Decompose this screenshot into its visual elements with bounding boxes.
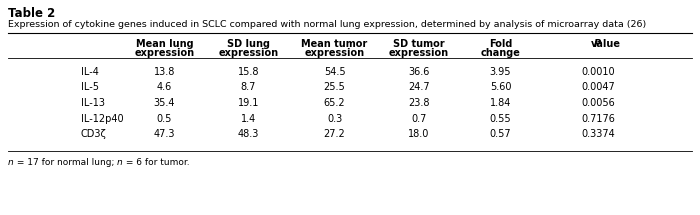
Text: 24.7: 24.7: [408, 83, 429, 92]
Text: 0.7176: 0.7176: [582, 114, 615, 123]
Text: 0.0047: 0.0047: [582, 83, 615, 92]
Text: Mean lung: Mean lung: [136, 39, 193, 49]
Text: 13.8: 13.8: [154, 67, 175, 77]
Text: expression: expression: [134, 48, 195, 58]
Text: n: n: [8, 158, 14, 167]
Text: expression: expression: [218, 48, 279, 58]
Text: expression: expression: [304, 48, 365, 58]
Text: IL-12p40: IL-12p40: [80, 114, 123, 123]
Text: Mean tumor: Mean tumor: [302, 39, 368, 49]
Text: change: change: [481, 48, 520, 58]
Text: 25.5: 25.5: [323, 83, 346, 92]
Text: Expression of cytokine genes induced in SCLC compared with normal lung expressio: Expression of cytokine genes induced in …: [8, 20, 646, 29]
Text: CD3ζ: CD3ζ: [80, 129, 106, 139]
Text: SD tumor: SD tumor: [393, 39, 444, 49]
Text: 0.3374: 0.3374: [582, 129, 615, 139]
Text: 54.5: 54.5: [324, 67, 345, 77]
Text: 5.60: 5.60: [490, 83, 511, 92]
Text: 18.0: 18.0: [408, 129, 429, 139]
Text: 3.95: 3.95: [490, 67, 511, 77]
Text: 0.5: 0.5: [157, 114, 172, 123]
Text: 23.8: 23.8: [408, 98, 429, 108]
Text: n: n: [117, 158, 122, 167]
Text: Table 2: Table 2: [8, 7, 55, 20]
Text: 15.8: 15.8: [238, 67, 259, 77]
Text: = 6 for tumor.: = 6 for tumor.: [122, 158, 190, 167]
Text: IL-4: IL-4: [80, 67, 99, 77]
Text: 4.6: 4.6: [157, 83, 172, 92]
Text: 0.0056: 0.0056: [582, 98, 615, 108]
Text: 8.7: 8.7: [241, 83, 256, 92]
Text: IL-13: IL-13: [80, 98, 104, 108]
Text: 0.57: 0.57: [490, 129, 511, 139]
Text: 0.7: 0.7: [411, 114, 426, 123]
Text: 0.0010: 0.0010: [582, 67, 615, 77]
Text: IL-5: IL-5: [80, 83, 99, 92]
Text: 48.3: 48.3: [238, 129, 259, 139]
Text: 65.2: 65.2: [324, 98, 345, 108]
Text: 36.6: 36.6: [408, 67, 429, 77]
Text: = 17 for normal lung;: = 17 for normal lung;: [14, 158, 117, 167]
Text: 1.84: 1.84: [490, 98, 511, 108]
Text: Fold: Fold: [489, 39, 512, 49]
Text: 0.55: 0.55: [490, 114, 511, 123]
Text: value: value: [591, 39, 620, 49]
Text: 35.4: 35.4: [154, 98, 175, 108]
Text: 47.3: 47.3: [154, 129, 175, 139]
Text: P: P: [594, 39, 601, 49]
Text: 0.3: 0.3: [327, 114, 342, 123]
Text: 19.1: 19.1: [238, 98, 259, 108]
Text: 27.2: 27.2: [323, 129, 346, 139]
Text: SD lung: SD lung: [227, 39, 270, 49]
Text: 1.4: 1.4: [241, 114, 256, 123]
Text: expression: expression: [389, 48, 449, 58]
